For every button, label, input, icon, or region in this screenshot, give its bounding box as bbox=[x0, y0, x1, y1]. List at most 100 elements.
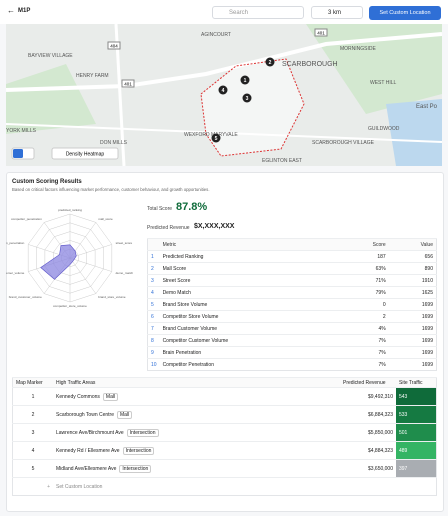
metric-name: Mall Score bbox=[162, 265, 187, 272]
metric-value: 1910 bbox=[421, 277, 433, 284]
results-panel bbox=[6, 172, 444, 512]
metric-row: 10 Competitor Penetration 7% 1699 bbox=[147, 358, 437, 371]
add-row: + Set Custom Location bbox=[12, 477, 437, 496]
metric-name: Street Score bbox=[162, 277, 191, 284]
header-cell: Site Traffic bbox=[396, 377, 437, 388]
revenue-cell: $4,884,323 bbox=[367, 447, 393, 454]
radar-axis-label: competitor_store_volume bbox=[53, 304, 87, 308]
shield bbox=[314, 28, 328, 37]
metric-row: 4 Demo Match 79% 1625 bbox=[147, 286, 437, 299]
view-toggle-active[interactable] bbox=[13, 149, 23, 158]
metric-name: Brain Penetration bbox=[162, 349, 202, 356]
traffic-cell: 501 bbox=[396, 423, 437, 442]
map-label: WEXFORD MARYVALE bbox=[184, 132, 238, 138]
row-index: 3 bbox=[151, 277, 154, 284]
radar-spoke bbox=[69, 257, 112, 272]
revenue-value: $X,XXX,XXX bbox=[194, 223, 235, 230]
area-cell: Scarborough Town Centre Mall bbox=[53, 406, 340, 424]
area-cell: Lawrence Ave/Birchmount Ave Intersection bbox=[53, 424, 340, 442]
radar-axis-label: predicted_ranking bbox=[58, 208, 82, 212]
area-tag: Intersection bbox=[122, 446, 155, 455]
radar-axis-label: street_score bbox=[116, 241, 133, 245]
radius-select[interactable]: 3 km bbox=[311, 6, 363, 19]
area-name: Kennedy Rd / Ellesmere Ave bbox=[56, 447, 120, 454]
marker-cell: 3 bbox=[31, 429, 35, 436]
total-score: 87.8% bbox=[176, 201, 208, 213]
map-label: HENRY FARM bbox=[76, 73, 109, 79]
metric-score: 0 bbox=[382, 301, 386, 308]
metrics-table: Metric Score Value 1 Predicted Ranking 187… bbox=[147, 238, 437, 371]
area-name: Kennedy Commons bbox=[56, 393, 100, 400]
traffic-row: 2 Scarborough Town Centre Mall $6,884,323 53… bbox=[12, 405, 437, 424]
shield bbox=[107, 41, 121, 50]
metric-score: 7% bbox=[378, 361, 386, 368]
area-cell: Midland Ave/Ellesmere Ave Intersection bbox=[53, 460, 340, 478]
marker-pin[interactable] bbox=[218, 85, 228, 95]
metric-name: Brand Customer Volume bbox=[162, 325, 218, 332]
add-location[interactable]: Set Custom Location bbox=[56, 483, 103, 490]
revenue-cell: $9,492,310 bbox=[367, 393, 393, 400]
marker-pin[interactable] bbox=[240, 75, 250, 85]
map-label: BAYVIEW VILLAGE bbox=[28, 53, 73, 59]
radar-axis-label: brand_customer_volume bbox=[9, 295, 42, 299]
metric-value: 1699 bbox=[421, 301, 433, 308]
traffic-cell: 489 bbox=[396, 441, 437, 460]
row-index: 1 bbox=[151, 253, 154, 260]
area-cell: Kennedy Rd / Ellesmere Ave Intersection bbox=[53, 442, 340, 460]
metric-row: 6 Competitor Store Volume 2 1699 bbox=[147, 310, 437, 323]
traffic-row: 4 Kennedy Rd / Ellesmere Ave Intersection $… bbox=[12, 441, 437, 460]
metric-value: 1699 bbox=[421, 337, 433, 344]
custom-location-button[interactable]: Set Custom Location bbox=[369, 6, 441, 20]
area-tag: Mall bbox=[102, 392, 119, 401]
page-title: M1P bbox=[18, 8, 31, 14]
area-name: Scarborough Town Centre bbox=[56, 411, 114, 418]
row-index: 10 bbox=[151, 361, 157, 368]
metric-row: 1 Predicted Ranking 187 656 bbox=[147, 250, 437, 263]
map[interactable]: AGINCOURT BAYVIEW VILLAGE HENRY FARM SCA… bbox=[6, 24, 442, 166]
road-label: 401 bbox=[124, 82, 132, 87]
area-tag: Intersection bbox=[126, 428, 159, 437]
metric-row: 9 Brain Penetration 7% 1699 bbox=[147, 346, 437, 359]
highway bbox=[6, 32, 442, 92]
marker-pin[interactable] bbox=[242, 93, 252, 103]
radar-spoke bbox=[69, 257, 97, 294]
marker-pin[interactable] bbox=[265, 57, 275, 67]
map-label: YORK MILLS bbox=[6, 128, 37, 134]
map-label: DON MILLS bbox=[100, 140, 128, 146]
metric-score: 71% bbox=[375, 277, 386, 284]
back-arrow[interactable]: ← bbox=[7, 6, 15, 15]
boundary bbox=[200, 58, 305, 157]
water bbox=[386, 99, 442, 166]
map-label: AGINCOURT bbox=[201, 32, 231, 38]
traffic-cell: 543 bbox=[396, 387, 437, 406]
road-label: 401 bbox=[317, 31, 325, 36]
header-cell: Map Marker bbox=[12, 377, 53, 388]
metric-score: 2 bbox=[382, 313, 386, 320]
metric-value: 1625 bbox=[421, 289, 433, 296]
metric-row: 5 Brand Store Volume 0 1699 bbox=[147, 298, 437, 311]
marker-cell: 4 bbox=[31, 447, 35, 454]
traffic-cell: 533 bbox=[396, 405, 437, 424]
radar-chart: predicted_ranking mall_score street_scored… bbox=[6, 208, 133, 308]
radar-area bbox=[40, 244, 77, 280]
radar-axis-label: competitor_penetration bbox=[11, 217, 42, 221]
area-tag: Mall bbox=[117, 410, 133, 419]
header-cell: Score bbox=[340, 238, 389, 251]
traffic-cell: 397 bbox=[396, 459, 437, 478]
search-box[interactable]: Search bbox=[212, 6, 304, 19]
metric-value: 656 bbox=[424, 253, 433, 260]
header-cell: High Traffic Areas bbox=[53, 377, 340, 388]
metric-name: Competitor Penetration bbox=[162, 361, 214, 368]
traffic-body: 1 Kennedy Commons Mall $9,492,310 543 2 Scarbo… bbox=[12, 387, 437, 496]
row-index: 7 bbox=[151, 325, 154, 332]
metric-score: 187 bbox=[377, 253, 386, 260]
revenue-cell: $6,884,323 bbox=[367, 411, 393, 418]
map-label: WEST HILL bbox=[370, 80, 397, 86]
heatmap-button[interactable] bbox=[51, 147, 119, 160]
road-label: 404 bbox=[110, 44, 118, 49]
metric-row: 7 Brand Customer Volume 4% 1699 bbox=[147, 322, 437, 335]
marker-pin[interactable] bbox=[211, 133, 221, 143]
markers: 1 2 3 4 5 bbox=[211, 57, 275, 143]
row-index: 6 bbox=[151, 313, 154, 320]
metrics-header: Metric Score Value bbox=[147, 238, 437, 251]
